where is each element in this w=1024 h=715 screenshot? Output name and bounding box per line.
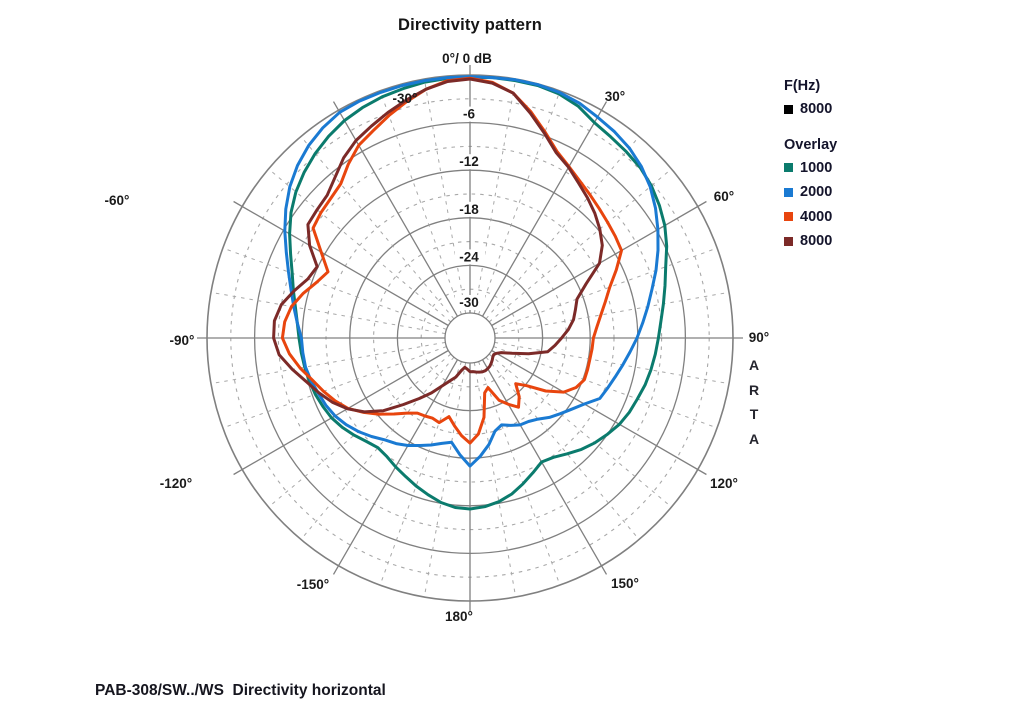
radial-label-backing	[455, 201, 485, 217]
angle-tick-label--90: -90°	[170, 333, 195, 348]
legend-item-overlay-8000: 8000	[784, 229, 837, 254]
angle-tick-label-120: 120°	[710, 476, 738, 491]
arta-letter: A	[748, 430, 760, 447]
radial-tick-label: -24	[459, 249, 479, 264]
radial-tick-label: -30	[459, 295, 479, 310]
angle-tick-label--60: -60°	[105, 193, 130, 208]
legend-label: 2000	[800, 184, 833, 201]
legend-overlay-header: Overlay	[784, 136, 838, 153]
angle-tick-label-150: 150°	[611, 576, 639, 591]
grid-spoke-solid	[481, 359, 608, 575]
grid-spoke-dashed	[478, 90, 561, 315]
legend-label: 1000	[800, 159, 833, 176]
grid-spoke-dashed	[210, 291, 446, 335]
grid-spoke-dashed	[379, 361, 462, 586]
grid-spoke-solid	[332, 101, 459, 317]
grid-spoke-dashed	[485, 356, 640, 540]
legend-freq-items: 8000	[784, 97, 837, 122]
directivity-curves	[272, 75, 669, 511]
radial-tick-label: -18	[459, 202, 479, 217]
radial-tick-label: -12	[459, 154, 479, 169]
radial-label-backing	[455, 106, 485, 122]
angle-tick-label-90: 90°	[749, 330, 769, 345]
grid-spoke-dashed	[210, 341, 446, 385]
legend-overlay-items: 1000 2000 4000 8000	[784, 156, 837, 254]
angle-tick-labels: 0°/ 0 dB 30° 60° 90° 120° 150° 180° -150° -120° -…	[105, 51, 770, 624]
legend-item-freq-8000: 8000	[784, 97, 837, 122]
angle-tick-label--120: -120°	[160, 476, 192, 491]
angle-tick-label-30: 30°	[605, 89, 625, 104]
legend-label: 4000	[800, 208, 833, 225]
grid-spoke-dashed	[300, 356, 455, 540]
grid-spoke-dashed	[268, 168, 452, 323]
grid-spoke-dashed	[493, 247, 718, 330]
arta-letter: A	[748, 357, 760, 373]
grid-spoke-dashed	[300, 136, 455, 320]
grid-spoke-solid	[233, 349, 449, 476]
angle-tick-label-60: 60°	[714, 189, 734, 204]
legend-item-overlay-1000: 1000	[784, 156, 837, 181]
angle-tick-label--30: -30°	[393, 91, 418, 106]
grid-center-hole	[444, 312, 496, 364]
curve-8000-hz	[272, 77, 604, 414]
grid-spoke-solid	[481, 101, 608, 317]
radial-label-backing	[455, 295, 485, 310]
legend-swatch	[784, 104, 793, 114]
grid-spoke-dashed	[488, 353, 672, 508]
grid-spoke-dashed	[478, 361, 561, 586]
grid-spoke-dashed	[488, 168, 672, 323]
legend-swatch	[784, 212, 793, 222]
angle-tick-label-0: 0°/ 0 dB	[442, 51, 492, 66]
radial-label-backing	[455, 249, 485, 265]
legend-swatch	[784, 163, 793, 173]
legend-swatch	[784, 236, 793, 246]
legend-label: 8000	[800, 233, 833, 250]
radial-tick-label: -6	[463, 107, 475, 122]
grid-spoke-dashed	[222, 346, 447, 429]
grid-spoke-dashed	[485, 136, 640, 320]
arta-letter: T	[749, 406, 759, 422]
angle-tick-label-180: 180°	[445, 609, 473, 624]
angle-tick-label--150: -150°	[297, 577, 329, 592]
chart-caption: PAB-308/SW../WS Directivity horizontal	[95, 682, 386, 699]
grid-spoke-dashed	[379, 90, 462, 315]
legend-item-overlay-2000: 2000	[784, 180, 837, 205]
grid-spoke-solid	[491, 349, 707, 476]
grid-spoke-solid	[233, 200, 449, 327]
grid-spoke-dashed	[473, 78, 517, 314]
legend-item-overlay-4000: 4000	[784, 205, 837, 230]
grid-spoke-dashed	[423, 362, 467, 598]
radial-tick-labels: -6 -12 -18 -24 -30	[455, 106, 485, 310]
grid-spoke-dashed	[494, 341, 730, 385]
legend-swatch	[784, 187, 793, 197]
grid-spoke-dashed	[423, 78, 467, 314]
grid-spoke-dashed	[473, 362, 517, 598]
arta-letter: R	[748, 381, 760, 398]
grid-spoke-dashed	[222, 247, 447, 330]
grid-spoke-dashed	[494, 291, 730, 335]
grid-spoke-dashed	[493, 346, 718, 429]
curve-1000-hz	[288, 75, 669, 511]
chart-title: Directivity pattern	[397, 16, 543, 34]
legend-freq-header: F(Hz)	[784, 78, 821, 94]
polar-grid	[197, 65, 743, 611]
grid-spoke-dashed	[268, 353, 452, 508]
legend: F(Hz) 8000 Overlay 1000 2000 4000 8000	[784, 78, 837, 254]
legend-label: 8000	[800, 101, 833, 118]
curve-2000-hz	[283, 75, 660, 468]
radial-label-backing	[455, 154, 485, 170]
